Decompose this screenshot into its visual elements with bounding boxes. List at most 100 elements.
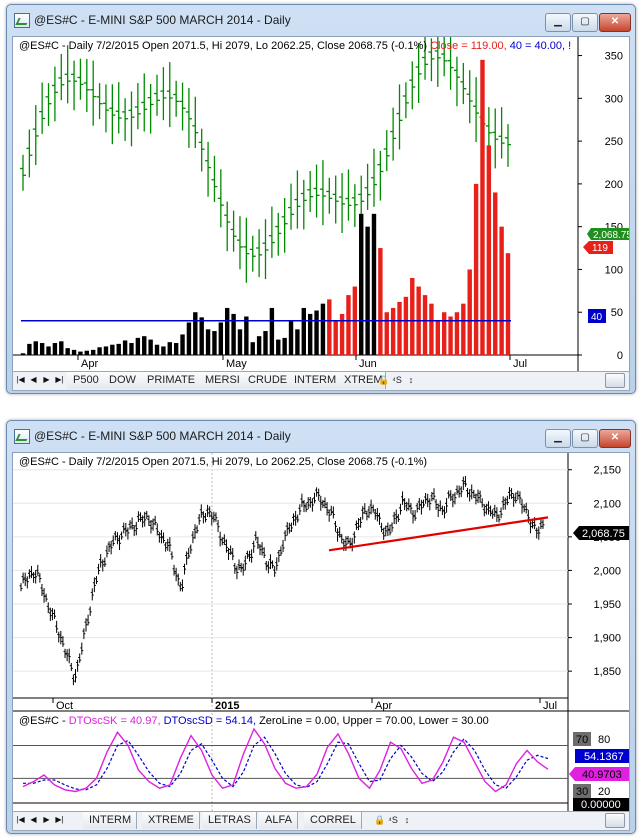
price-bar <box>132 525 136 536</box>
price-bar <box>457 485 461 498</box>
minimize-button[interactable]: ▁ <box>545 429 571 448</box>
price-bar <box>484 503 488 515</box>
tab-correl[interactable]: CORREL <box>304 812 362 829</box>
upper-badge-text: 70 <box>576 734 588 746</box>
chart-window-bottom[interactable]: @ES#C - E-MINI S&P 500 MARCH 2014 - Dail… <box>6 420 636 834</box>
price-bar <box>367 505 371 519</box>
price-bar <box>64 45 71 104</box>
tab-letras[interactable]: LETRAS <box>202 812 257 829</box>
price-bar <box>198 128 205 172</box>
next-tab-icon[interactable]: ▶ <box>43 815 50 824</box>
price-bar <box>300 179 307 230</box>
chart-area[interactable]: @ES#C - Daily 7/2/2015 Open 2071.5, Hi 2… <box>12 36 630 372</box>
histogram-bar <box>378 248 383 355</box>
oscillator-price-chart[interactable]: @ES#C - Daily 7/2/2015 Open 2071.5, Hi 2… <box>13 37 629 371</box>
cursor-icon[interactable]: ↕ <box>408 375 414 385</box>
histogram-bar <box>333 320 338 355</box>
trendline[interactable] <box>328 516 549 552</box>
price-bar <box>354 520 358 530</box>
last-tab-icon[interactable]: ▶| <box>55 375 64 384</box>
scale-icon[interactable]: ⁴S <box>392 375 402 385</box>
price-bar <box>143 511 147 527</box>
lock-icon[interactable]: 🔒 <box>378 375 390 385</box>
prev-tab-icon[interactable]: ◀ <box>30 375 37 384</box>
first-tab-icon[interactable]: |◀ <box>16 815 25 824</box>
horizontal-scroll-thumb[interactable] <box>605 373 625 388</box>
maximize-button[interactable]: ▢ <box>572 429 598 448</box>
next-tab-icon[interactable]: ▶ <box>43 375 50 384</box>
price-bar <box>189 544 193 554</box>
window-titlebar[interactable]: @ES#C - E-MINI S&P 500 MARCH 2014 - Dail… <box>7 421 635 451</box>
price-bar <box>166 62 173 128</box>
price-bar <box>46 602 50 614</box>
price-bar <box>192 96 199 149</box>
scale-icon[interactable]: ⁴S <box>388 815 398 825</box>
tab-interm[interactable]: INTERM <box>288 372 343 389</box>
price-bar <box>440 505 444 516</box>
price-bar <box>187 548 191 559</box>
price-bar <box>539 518 543 530</box>
close-button[interactable]: ✕ <box>599 429 631 448</box>
histogram-bar <box>269 307 275 355</box>
price-bar <box>438 500 442 512</box>
price-bar <box>164 542 168 552</box>
price-bar <box>90 60 97 126</box>
price-bar <box>51 66 58 122</box>
price-bar <box>275 212 282 256</box>
prev-tab-icon[interactable]: ◀ <box>30 815 37 824</box>
price-bar <box>205 141 212 197</box>
close-button[interactable]: ✕ <box>599 13 631 32</box>
y-tick-label: 2,100 <box>593 498 621 510</box>
first-tab-icon[interactable]: |◀ <box>16 375 25 384</box>
tab-alfa[interactable]: ALFA <box>259 812 298 829</box>
price-and-indicator-chart[interactable]: @ES#C - Daily 7/2/2015 Open 2071.5, Hi 2… <box>13 453 629 811</box>
chart-area[interactable]: @ES#C - Daily 7/2/2015 Open 2071.5, Hi 2… <box>12 452 630 812</box>
price-bar <box>503 497 507 510</box>
workspace-tabbar: |◀ ◀ ▶ ▶| INTERM XTREME LETRAS ALFA CORR… <box>12 811 630 831</box>
price-bar <box>151 518 155 531</box>
indicator-sk-label: DTOscSK = 40.97, <box>69 715 161 727</box>
price-bar <box>32 572 36 583</box>
price-bar <box>29 566 33 579</box>
histogram-bar <box>448 316 453 355</box>
price-bar <box>377 512 381 525</box>
price-bar <box>220 537 224 546</box>
tab-crude[interactable]: CRUDE <box>242 372 294 389</box>
tab-mersi[interactable]: MERSI <box>199 372 246 389</box>
tab-interm[interactable]: INTERM <box>83 812 138 829</box>
tab-p500[interactable]: P500 <box>67 372 105 389</box>
chart-window-top[interactable]: @ES#C - E-MINI S&P 500 MARCH 2014 - Dail… <box>6 4 636 394</box>
horizontal-scroll-thumb[interactable] <box>605 813 625 828</box>
maximize-button[interactable]: ▢ <box>572 13 598 32</box>
price-bar <box>103 557 107 567</box>
price-bar <box>451 493 455 508</box>
lock-icon[interactable]: 🔒 <box>374 815 386 825</box>
histogram-bar <box>135 337 141 355</box>
price-bar <box>39 82 46 134</box>
price-bar <box>21 572 25 584</box>
price-bar <box>183 563 187 575</box>
tab-xtreme[interactable]: XTREME <box>142 812 200 829</box>
tab-primate[interactable]: PRIMATE <box>141 372 202 389</box>
price-bar <box>310 498 314 512</box>
histogram-bar <box>314 310 319 355</box>
histogram-bar <box>359 213 364 355</box>
close-badge: 119 <box>583 241 613 254</box>
price-badge: 2,068.75 <box>573 526 629 540</box>
tab-dow[interactable]: DOW <box>103 372 142 389</box>
chart-app-icon <box>14 429 30 444</box>
price-bar <box>390 107 397 161</box>
price-bar <box>409 61 416 110</box>
tab-xtrem[interactable]: XTREM <box>338 372 386 389</box>
histogram-bar <box>97 347 102 355</box>
price-bar <box>306 497 310 510</box>
window-titlebar[interactable]: @ES#C - E-MINI S&P 500 MARCH 2014 - Dail… <box>7 5 635 35</box>
price-bar <box>300 493 304 508</box>
last-tab-icon[interactable]: ▶| <box>55 815 64 824</box>
cursor-icon[interactable]: ↕ <box>404 815 410 825</box>
price-bar <box>128 91 135 147</box>
histogram-bar <box>218 322 224 355</box>
price-bar <box>76 659 80 672</box>
price-bar <box>180 579 184 592</box>
minimize-button[interactable]: ▁ <box>545 13 571 32</box>
